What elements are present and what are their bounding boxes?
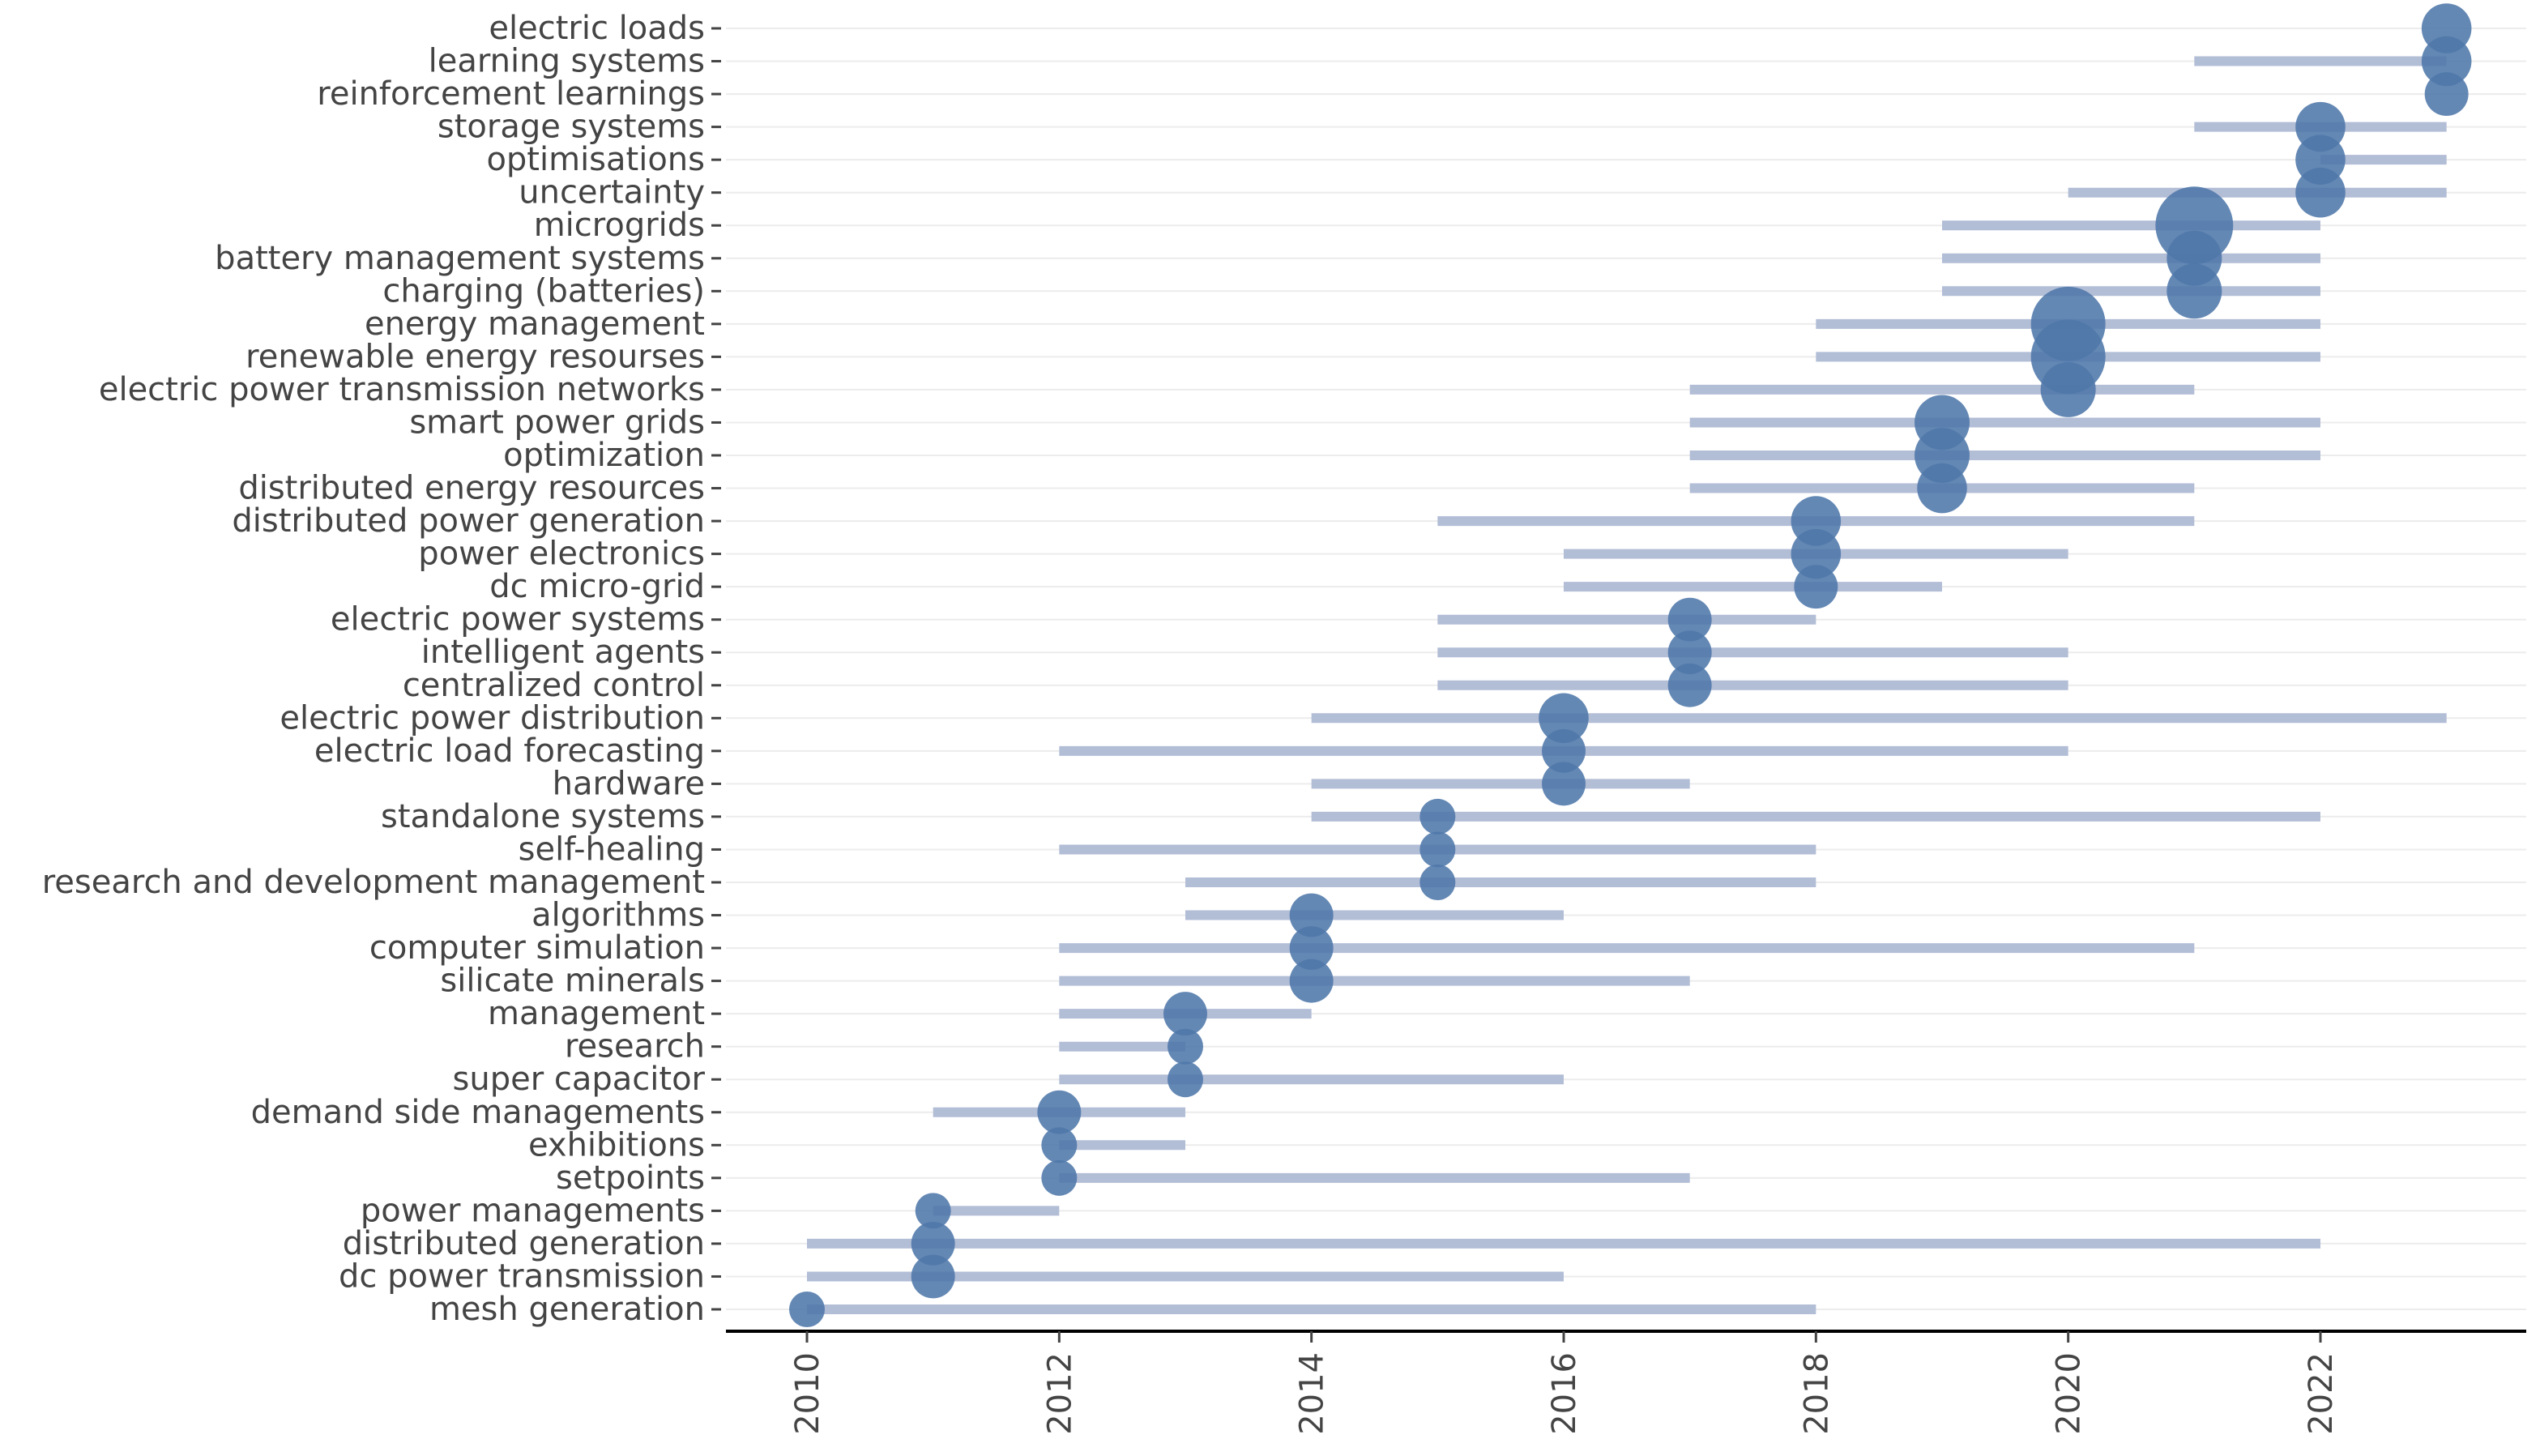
x-axis: 2010 2012 2014 2016 2018 2020 2022 [726, 1330, 2526, 1435]
term-label: super capacitor [453, 1061, 706, 1098]
term-label: computer simulation [369, 929, 705, 967]
term-label: renewable energy resourses [245, 338, 705, 375]
term-label: electric load forecasting [314, 732, 705, 770]
term-peak-dot [1667, 663, 1712, 707]
term-peak-dot [1419, 831, 1456, 868]
term-peak-dot [1041, 1127, 1078, 1164]
term-peak-dot [1667, 630, 1712, 675]
x-tick-label: 2020 [2051, 1352, 2088, 1435]
term-peak-dot [1542, 728, 1586, 773]
term-label: microgrids [534, 207, 705, 244]
term-peak-dot [911, 1254, 955, 1299]
term-label: optimization [503, 437, 705, 474]
term-label: research [565, 1028, 705, 1065]
term-peak-dot [789, 1292, 825, 1327]
term-peak-dot [915, 1193, 951, 1229]
term-label: uncertainty [519, 174, 705, 211]
term-label: optimisations [486, 141, 705, 178]
term-label: distributed generation [343, 1225, 705, 1262]
x-tick-label: 2022 [2303, 1352, 2340, 1435]
term-peak-dot [1419, 798, 1456, 835]
term-label: hardware [553, 765, 705, 802]
term-label: standalone systems [381, 798, 705, 835]
term-label: mesh generation [429, 1291, 705, 1328]
term-peak-dot [1667, 597, 1712, 642]
term-label: electric power distribution [280, 699, 705, 737]
term-label: intelligent agents [421, 634, 705, 671]
term-peak-dot [1168, 1028, 1203, 1065]
term-label: demand side managements [251, 1094, 705, 1131]
term-peak-dot [2166, 263, 2222, 319]
term-label: management [488, 995, 705, 1032]
term-peak-dot [1917, 463, 1967, 514]
term-label: storage systems [438, 109, 705, 146]
term-label: battery management systems [215, 240, 705, 277]
term-peak-dot [2295, 167, 2346, 218]
term-label: power managements [361, 1192, 705, 1229]
term-label: research and development management [42, 864, 705, 901]
term-peak-dot [1539, 693, 1589, 744]
term-label: electric power transmission networks [99, 371, 705, 408]
gridlines [726, 28, 2526, 1310]
term-label: electric loads [489, 10, 705, 47]
term-peak-dot [2424, 72, 2469, 117]
term-label: distributed power generation [232, 502, 705, 540]
term-peak-dot [1041, 1159, 1078, 1196]
term-peak-dot [1794, 565, 1838, 609]
term-peak-dot [2040, 361, 2096, 417]
term-peak-dot [1289, 926, 1334, 971]
term-label: algorithms [531, 897, 705, 934]
term-label: exhibitions [528, 1126, 705, 1164]
term-peak-dot [1163, 992, 1207, 1036]
term-peak-dot [911, 1221, 955, 1266]
x-tick-label: 2016 [1546, 1352, 1583, 1435]
term-label: learning systems [429, 43, 705, 80]
term-label: centralized control [403, 667, 705, 704]
term-label: silicate minerals [440, 963, 705, 1000]
term-peak-dot [1168, 1061, 1203, 1098]
term-label: power electronics [418, 536, 705, 573]
x-tick-label: 2010 [789, 1352, 826, 1435]
term-peak-dot [1419, 865, 1456, 900]
term-label: energy management [365, 305, 705, 343]
term-peak-dot [1037, 1090, 1082, 1134]
term-peak-dot [1791, 528, 1842, 579]
term-label: self-healing [519, 830, 705, 868]
term-label: setpoints [556, 1159, 705, 1197]
term-label: distributed energy resources [238, 470, 705, 507]
term-peak-dot [1289, 959, 1334, 1003]
x-tick-label: 2012 [1041, 1352, 1078, 1435]
peak-dots [789, 3, 2472, 1327]
term-label: dc power transmission [339, 1257, 705, 1295]
term-label: charging (batteries) [382, 272, 705, 310]
term-peak-dot [1542, 762, 1586, 806]
x-tick-label: 2014 [1294, 1352, 1331, 1435]
term-label: reinforcement learnings [317, 75, 705, 113]
term-label: smart power grids [409, 403, 705, 441]
term-peak-dot [2421, 36, 2472, 87]
x-tick-label: 2018 [1798, 1352, 1835, 1435]
term-label: dc micro-grid [489, 568, 705, 605]
term-label: electric power systems [331, 601, 705, 638]
term-peak-dot [1289, 893, 1334, 937]
